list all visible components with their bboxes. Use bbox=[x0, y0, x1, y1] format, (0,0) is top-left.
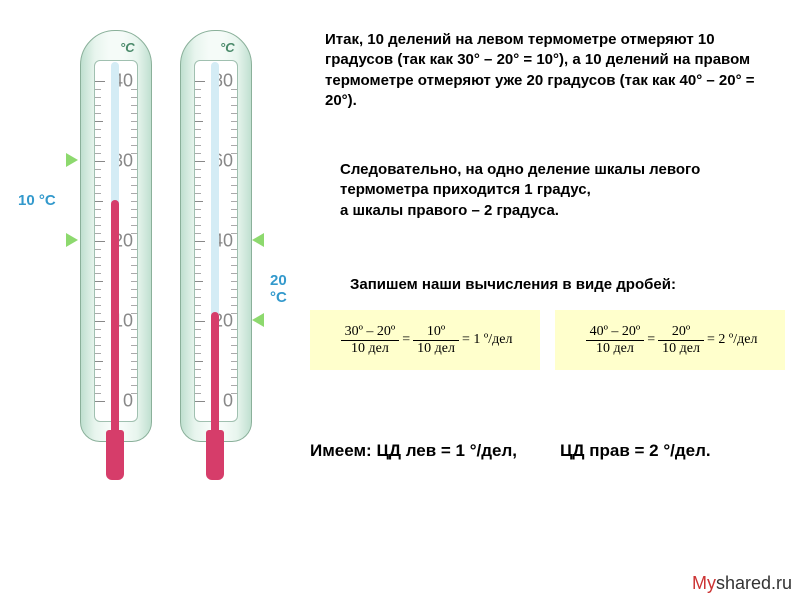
unit-label-left: °C bbox=[120, 40, 135, 55]
paragraph-consequence: Следовательно, на одно деление шкалы лев… bbox=[340, 160, 740, 221]
thermometer-panel: 010203040 °C 020406080 °C 10 °C 20 °C bbox=[60, 30, 300, 550]
result-right: ЦД прав = 2 °/дел. bbox=[560, 440, 711, 463]
f1-den: 10 дел bbox=[586, 341, 645, 357]
watermark: Myshared.ru bbox=[692, 573, 792, 594]
f1-num: 30º – 20º bbox=[341, 324, 400, 341]
f-result: = 2 º/дел bbox=[707, 332, 757, 348]
paragraph-intro: Итак, 10 делений на левом термометре отм… bbox=[325, 30, 765, 111]
thermo-mercury-right bbox=[211, 312, 219, 430]
arrow-left-upper bbox=[66, 153, 78, 167]
watermark-prefix: My bbox=[692, 573, 716, 593]
arrow-right-upper bbox=[252, 233, 264, 247]
f2-den: 10 дел bbox=[413, 341, 459, 357]
result-left: Имеем: ЦД лев = 1 °/дел, bbox=[310, 440, 517, 463]
f1-num: 40º – 20º bbox=[586, 324, 645, 341]
f1-den: 10 дел bbox=[341, 341, 400, 357]
formula-right: 40º – 20º10 дел = 20º10 дел = 2 º/дел bbox=[555, 310, 785, 370]
unit-label-right: °C bbox=[220, 40, 235, 55]
arrow-right-lower bbox=[252, 313, 264, 327]
f2-num: 20º bbox=[658, 324, 704, 341]
thermometer-right: 020406080 °C bbox=[180, 30, 250, 470]
watermark-suffix: shared.ru bbox=[716, 573, 792, 593]
f2-den: 10 дел bbox=[658, 341, 704, 357]
formula-left: 30º – 20º10 дел = 10º10 дел = 1 º/дел bbox=[310, 310, 540, 370]
interval-label-left: 10 °C bbox=[18, 192, 56, 209]
thermo-mercury-left bbox=[111, 200, 119, 430]
interval-label-right: 20 °C bbox=[270, 272, 300, 306]
arrow-left-lower bbox=[66, 233, 78, 247]
thermo-bulb bbox=[206, 430, 224, 480]
paragraph-fractions: Запишем наши вычисления в виде дробей: bbox=[350, 275, 780, 295]
thermo-bulb bbox=[106, 430, 124, 480]
eq: = bbox=[402, 332, 410, 348]
eq: = bbox=[647, 332, 655, 348]
f-result: = 1 º/дел bbox=[462, 332, 512, 348]
thermometer-left: 010203040 °C bbox=[80, 30, 150, 470]
f2-num: 10º bbox=[413, 324, 459, 341]
